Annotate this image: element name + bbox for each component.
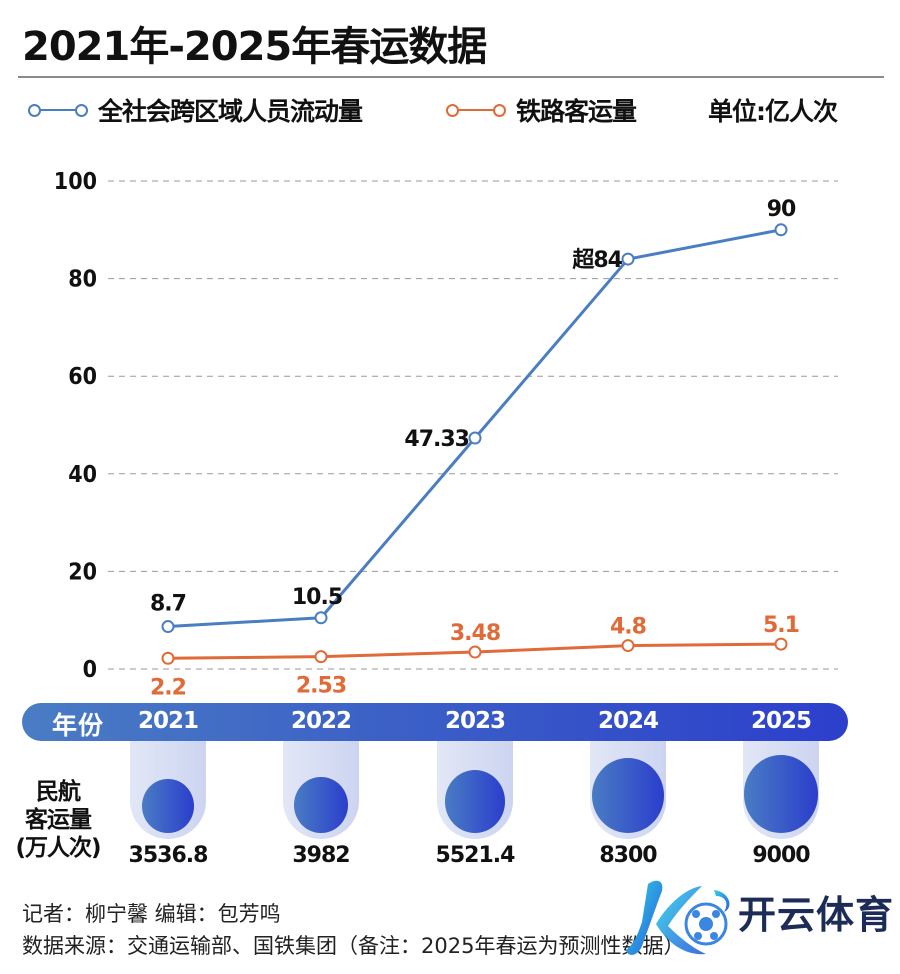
data-point bbox=[314, 650, 328, 664]
aviation-title: 民航 客运量 (万人次) bbox=[6, 778, 110, 862]
series-line bbox=[167, 228, 782, 629]
data-label: 47.33 bbox=[404, 427, 469, 452]
data-label: 3.48 bbox=[450, 621, 500, 646]
data-point bbox=[621, 639, 635, 653]
year-label: 2022 bbox=[290, 708, 352, 734]
credits-reporter: 记者：柳宁馨 编辑：包芳鸣 bbox=[22, 902, 281, 926]
data-point bbox=[161, 651, 175, 665]
data-label: 2.2 bbox=[150, 675, 186, 700]
y-tick-label: 0 bbox=[83, 657, 97, 683]
legend-label: 全社会跨区域人员流动量 bbox=[98, 97, 363, 126]
data-point bbox=[468, 431, 482, 445]
aviation-title-line: 民航 bbox=[36, 779, 81, 805]
y-tick-label: 60 bbox=[68, 364, 97, 390]
data-point bbox=[621, 252, 635, 266]
aviation-bubble bbox=[294, 777, 348, 833]
data-label: 90 bbox=[767, 197, 796, 222]
legend-swatch-blue-line-icon bbox=[26, 100, 90, 120]
aviation-bubble bbox=[592, 758, 664, 833]
year-label: 2025 bbox=[750, 708, 812, 734]
unit-label: 单位:亿人次 bbox=[708, 97, 838, 126]
data-label: 2.53 bbox=[296, 674, 346, 699]
data-label: 5.1 bbox=[763, 613, 799, 638]
year-label: 2024 bbox=[597, 708, 659, 734]
data-point bbox=[161, 620, 175, 634]
aviation-title-line: (万人次) bbox=[15, 835, 101, 861]
aviation-value: 5521.4 bbox=[435, 843, 516, 868]
year-label: 2021 bbox=[137, 708, 199, 734]
credits-source: 数据来源：交通运输部、国铁集团（备注：2025年春运为预测性数据） bbox=[22, 934, 685, 958]
aviation-bubble bbox=[444, 770, 505, 833]
data-point bbox=[314, 611, 328, 625]
watermark-text: 开云体育 bbox=[738, 893, 895, 937]
data-point bbox=[468, 645, 482, 659]
legend-swatch-orange-line-icon bbox=[444, 100, 508, 120]
aviation-value: 9000 bbox=[752, 843, 810, 868]
aviation-value: 8300 bbox=[599, 843, 657, 868]
aviation-bubble bbox=[142, 779, 194, 833]
aviation-value: 3982 bbox=[292, 843, 350, 868]
legend-label: 铁路客运量 bbox=[516, 97, 637, 126]
y-tick-label: 80 bbox=[68, 267, 97, 293]
data-label: 8.7 bbox=[150, 592, 186, 617]
title-divider bbox=[18, 76, 884, 78]
y-tick-label: 40 bbox=[68, 462, 97, 488]
data-point bbox=[774, 223, 788, 237]
aviation-title-line: 客运量 bbox=[25, 807, 92, 833]
year-label: 2023 bbox=[444, 708, 506, 734]
y-tick-label: 100 bbox=[54, 169, 97, 195]
legend-item-flow: 全社会跨区域人员流动量 bbox=[26, 92, 363, 128]
credits: 记者：柳宁馨 编辑：包芳鸣 数据来源：交通运输部、国铁集团（备注：2025年春运… bbox=[22, 898, 684, 962]
data-point bbox=[774, 637, 788, 651]
legend-item-rail: 铁路客运量 bbox=[444, 92, 637, 128]
aviation-value: 3536.8 bbox=[128, 843, 209, 868]
data-label: 超84 bbox=[572, 248, 622, 273]
year-bar-label: 年份 bbox=[52, 711, 105, 740]
year-bar: 年份 2021 2022 2023 2024 2025 bbox=[22, 703, 848, 741]
watermark-k-ball-icon bbox=[626, 880, 730, 955]
chart-legend: 全社会跨区域人员流动量 铁路客运量 单位:亿人次 bbox=[0, 92, 900, 132]
aviation-bubble bbox=[743, 755, 819, 833]
data-label: 4.8 bbox=[610, 615, 646, 640]
data-label: 10.5 bbox=[292, 585, 342, 610]
watermark-logo: 开云体育 bbox=[620, 874, 893, 964]
page-title: 2021年-2025年春运数据 bbox=[22, 24, 487, 70]
y-tick-label: 20 bbox=[68, 559, 97, 585]
